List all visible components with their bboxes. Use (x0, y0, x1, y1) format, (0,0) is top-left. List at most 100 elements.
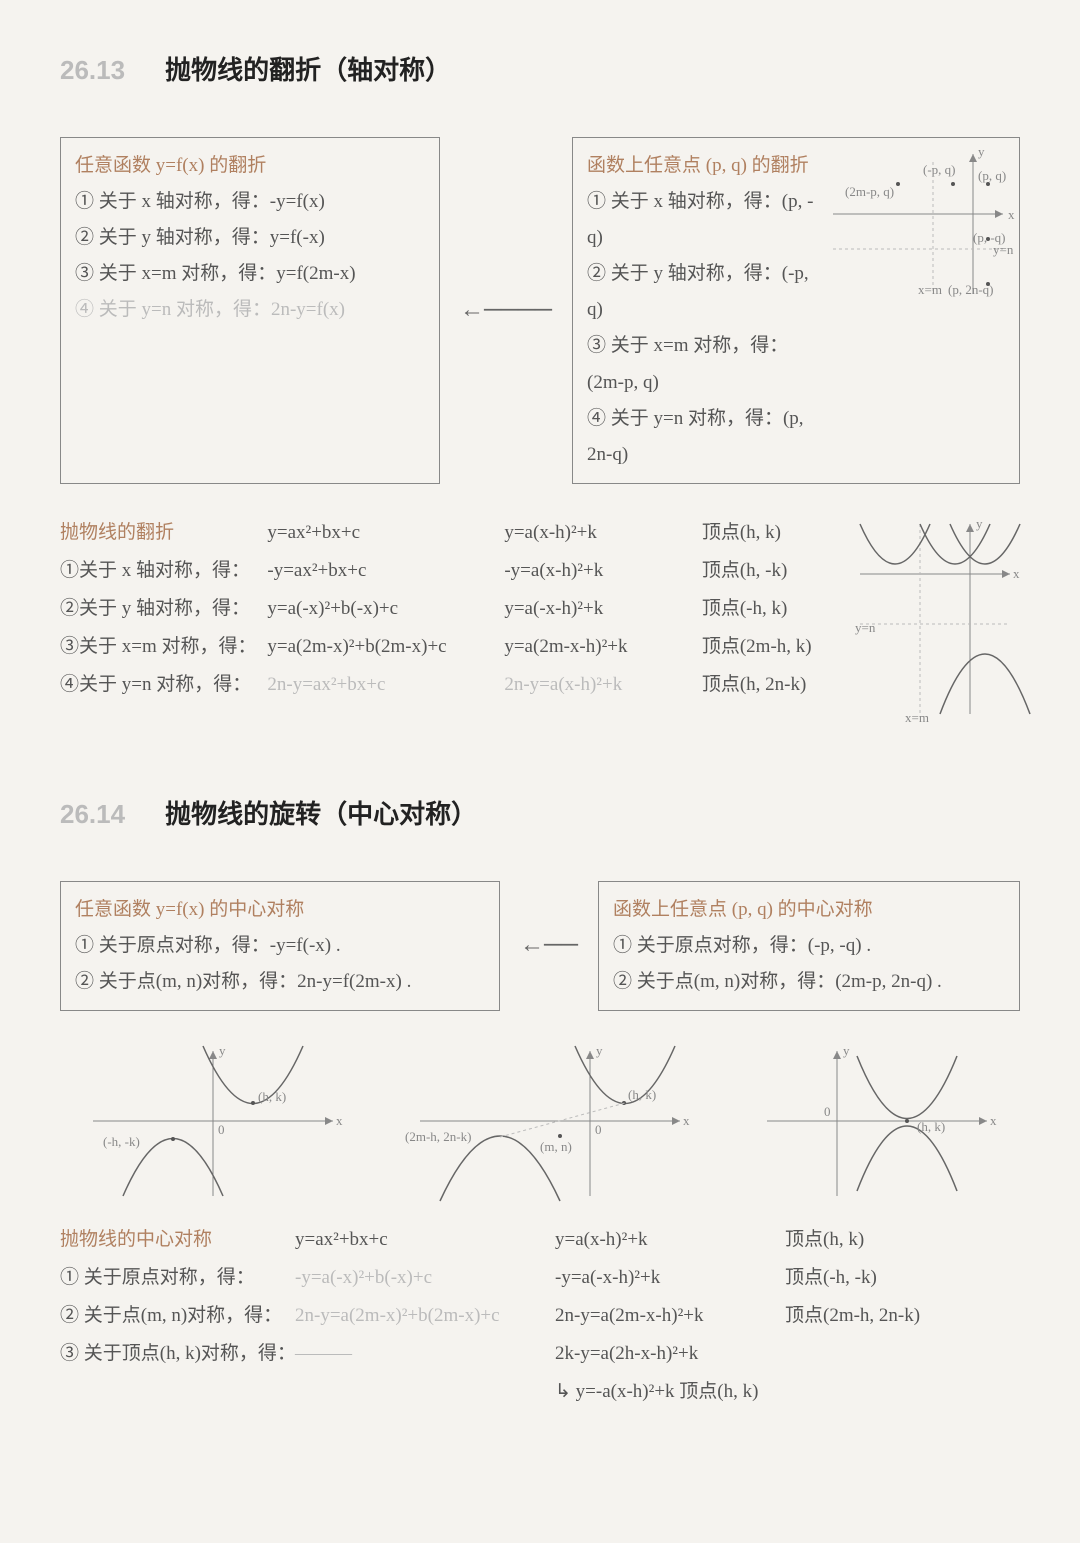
left-box-2: 任意函数 y=f(x) 的中心对称 ① 关于原点对称，得：-y=f(-x) . … (60, 881, 500, 1011)
td: 2n-y=a(x-h)²+k (504, 666, 692, 704)
box-title: 任意函数 y=f(x) 的翻折 (75, 148, 425, 184)
right-box-1: 函数上任意点 (p, q) 的翻折 ① 关于 x 轴对称，得：(p, -q) ②… (572, 137, 1020, 484)
section-number: 26.14 (60, 799, 125, 830)
td: ③关于 x=m 对称，得： (60, 628, 257, 666)
left-box-1: 任意函数 y=f(x) 的翻折 ① 关于 x 轴对称，得：-y=f(x) ② 关… (60, 137, 440, 484)
td: 顶点(-h, k) (702, 590, 840, 628)
td: ①关于 x 轴对称，得： (60, 552, 257, 590)
th: 抛物线的中心对称 (60, 1221, 285, 1259)
svg-text:(-p, q): (-p, q) (923, 162, 956, 177)
section-number: 26.13 (60, 55, 125, 86)
th: 顶点(h, k) (785, 1221, 955, 1259)
svg-text:x: x (990, 1113, 997, 1128)
td: y=a(-x-h)²+k (504, 590, 692, 628)
svg-text:y: y (978, 144, 985, 159)
box-item: ③ 关于 x=m 对称，得：y=f(2m-x) (75, 256, 425, 292)
td: -y=ax²+bx+c (267, 552, 494, 590)
table-block-1: 抛物线的翻折 ①关于 x 轴对称，得： ②关于 y 轴对称，得： ③关于 x=m… (60, 514, 1020, 724)
td: y=a(-x)²+b(-x)+c (267, 590, 494, 628)
svg-text:0: 0 (595, 1122, 602, 1137)
svg-text:y: y (596, 1043, 603, 1058)
arrow-left-icon: ←── (520, 881, 578, 1011)
th: 抛物线的翻折 (60, 514, 257, 552)
boxes-row-2: 任意函数 y=f(x) 的中心对称 ① 关于原点对称，得：-y=f(-x) . … (60, 881, 1020, 1011)
box-item: ① 关于原点对称，得：-y=f(-x) . (75, 928, 485, 964)
svg-text:x=m: x=m (918, 282, 942, 297)
box-item: ④ 关于 y=n 对称，得：(p, 2n-q) (587, 401, 819, 473)
box-title: 函数上任意点 (p, q) 的翻折 (587, 148, 819, 184)
svg-text:(-h, -k): (-h, -k) (103, 1134, 140, 1149)
section-header-2: 26.14 抛物线的旋转（中心对称） (60, 794, 1020, 831)
svg-text:x: x (683, 1113, 690, 1128)
svg-text:(h, k): (h, k) (917, 1119, 945, 1134)
td: y=a(2m-x-h)²+k (504, 628, 692, 666)
parabola-fold-graph: x y y=n x=m (850, 514, 1020, 724)
td: 顶点(h, -k) (702, 552, 840, 590)
arrow-left-icon: ←──── (460, 137, 552, 484)
svg-text:y: y (219, 1043, 226, 1058)
td: ① 关于原点对称，得： (60, 1259, 285, 1297)
td: 顶点(2m-h, k) (702, 628, 840, 666)
th: y=a(x-h)²+k (555, 1221, 775, 1259)
section-title: 抛物线的旋转（中心对称） (165, 794, 477, 831)
box-item: ② 关于点(m, n)对称，得：2n-y=f(2m-x) . (75, 964, 485, 1000)
svg-text:(p, 2n-q): (p, 2n-q) (948, 282, 994, 297)
svg-text:x: x (1008, 207, 1015, 222)
svg-text:y=n: y=n (855, 620, 876, 635)
svg-text:y=n: y=n (993, 242, 1014, 257)
box-title: 任意函数 y=f(x) 的中心对称 (75, 892, 485, 928)
td: 2n-y=a(2m-x)²+b(2m-x)+c (295, 1297, 545, 1335)
td: -y=a(-x)²+b(-x)+c (295, 1259, 545, 1297)
td: ② 关于点(m, n)对称，得： (60, 1297, 285, 1335)
td: ——— (295, 1335, 545, 1373)
td: -y=a(x-h)²+k (504, 552, 692, 590)
section-header-1: 26.13 抛物线的翻折（轴对称） (60, 50, 1020, 87)
td: 2n-y=ax²+bx+c (267, 666, 494, 704)
box-item: ③ 关于 x=m 对称，得：(2m-p, q) (587, 328, 819, 400)
boxes-row-1: 任意函数 y=f(x) 的翻折 ① 关于 x 轴对称，得：-y=f(x) ② 关… (60, 137, 1020, 484)
box-title: 函数上任意点 (p, q) 的中心对称 (613, 892, 1005, 928)
svg-text:y: y (843, 1043, 850, 1058)
svg-text:x: x (1013, 566, 1020, 581)
td-extra: ↳ y=-a(x-h)²+k 顶点(h, k) (555, 1373, 775, 1411)
td: y=a(2m-x)²+b(2m-x)+c (267, 628, 494, 666)
svg-text:(2m-h, 2n-k): (2m-h, 2n-k) (405, 1129, 471, 1144)
box-item: ① 关于 x 轴对称，得：-y=f(x) (75, 184, 425, 220)
right-box-2: 函数上任意点 (p, q) 的中心对称 ① 关于原点对称，得：(-p, -q) … (598, 881, 1020, 1011)
td: 顶点(h, 2n-k) (702, 666, 840, 704)
th: y=a(x-h)²+k (504, 514, 692, 552)
center-sym-graph-3: x y 0 (h, k) (747, 1041, 1007, 1201)
svg-text:0: 0 (218, 1122, 225, 1137)
box-item: ① 关于原点对称，得：(-p, -q) . (613, 928, 1005, 964)
td: ③ 关于顶点(h, k)对称，得： (60, 1335, 285, 1373)
svg-text:(h, k): (h, k) (258, 1089, 286, 1104)
svg-text:x: x (336, 1113, 343, 1128)
center-sym-graph-1: x y 0 (h, k) (-h, -k) (73, 1041, 353, 1201)
svg-text:x=m: x=m (905, 710, 929, 725)
th: y=ax²+bx+c (295, 1221, 545, 1259)
section-title: 抛物线的翻折（轴对称） (165, 50, 451, 87)
td: 顶点(2m-h, 2n-k) (785, 1297, 955, 1335)
td: ④关于 y=n 对称，得： (60, 666, 257, 704)
box-item: ① 关于 x 轴对称，得：(p, -q) (587, 184, 819, 256)
th: 顶点(h, k) (702, 514, 840, 552)
svg-text:(p, q): (p, q) (978, 168, 1006, 183)
svg-text:(m, n): (m, n) (540, 1139, 572, 1154)
center-sym-graph-2: x y 0 (m, n) (h, k) (2m-h, 2n-k) (400, 1041, 700, 1201)
svg-text:(2m-p, q): (2m-p, q) (845, 184, 894, 199)
box-item: ② 关于点(m, n)对称，得：(2m-p, 2n-q) . (613, 964, 1005, 1000)
svg-text:(h, k): (h, k) (628, 1087, 656, 1102)
svg-text:y: y (976, 516, 983, 531)
point-diagram: x y (p, q) (-p, q) (p, -q) (2m-p, q) (p,… (823, 144, 1013, 299)
svg-text:0: 0 (824, 1104, 831, 1119)
th: y=ax²+bx+c (267, 514, 494, 552)
box-item: ② 关于 y 轴对称，得：(-p, q) (587, 256, 819, 328)
graphs-row: x y 0 (h, k) (-h, -k) x y 0 (m, n) (h, k) … (60, 1041, 1020, 1201)
td: 2n-y=a(2m-x-h)²+k (555, 1297, 775, 1335)
box-item: ② 关于 y 轴对称，得：y=f(-x) (75, 220, 425, 256)
table-block-2: 抛物线的中心对称 ① 关于原点对称，得： ② 关于点(m, n)对称，得： ③ … (60, 1221, 1020, 1411)
td: -y=a(-x-h)²+k (555, 1259, 775, 1297)
td: ②关于 y 轴对称，得： (60, 590, 257, 628)
box-item: ④ 关于 y=n 对称，得：2n-y=f(x) (75, 292, 425, 328)
td: 顶点(-h, -k) (785, 1259, 955, 1297)
